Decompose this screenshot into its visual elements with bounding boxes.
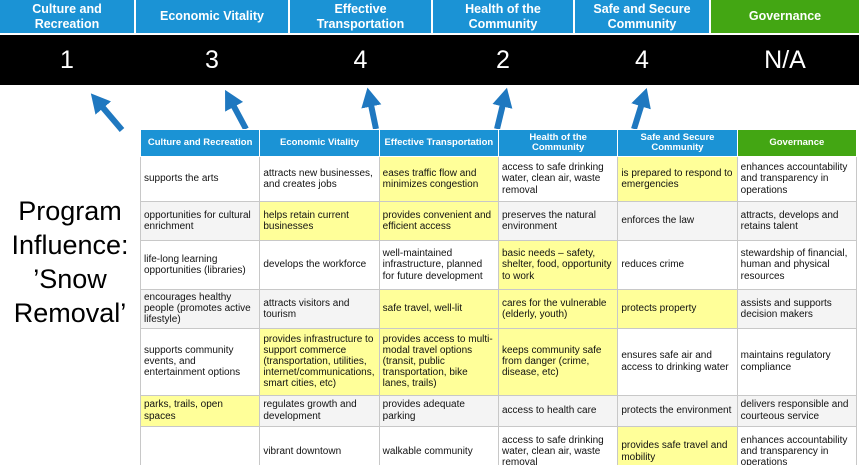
influence-matrix-table: Culture and Recreation Economic Vitality E… <box>139 129 858 465</box>
matrix-cell: protects property <box>617 289 738 329</box>
up-arrow <box>90 93 125 132</box>
matrix-cell: ensures safe air and access to drinking … <box>617 327 738 396</box>
matrix-header-5: Governance <box>736 129 858 157</box>
matrix-cell: provides convenient and efficient access <box>378 201 499 241</box>
matrix-cell: provides infrastructure to support comme… <box>259 327 380 396</box>
matrix-cell: access to health care <box>497 394 619 427</box>
matrix-cell: cares for the vulnerable (elderly, youth… <box>497 289 619 329</box>
matrix-cell: supports community events, and entertain… <box>139 327 261 396</box>
matrix-cell: access to safe drinking water, clean air… <box>497 425 619 465</box>
matrix-row: life-long learning opportunities (librar… <box>139 240 858 290</box>
matrix-cell: encourages healthy people (promotes acti… <box>139 289 261 329</box>
matrix-row: encourages healthy people (promotes acti… <box>139 289 858 329</box>
pillar-header-1: Economic Vitality <box>136 0 288 33</box>
matrix-cell: enhances accountability and transparency… <box>736 156 858 202</box>
pillar-score-4: 4 <box>635 45 649 74</box>
matrix-cell: basic needs – safety, shelter, food, opp… <box>497 240 619 290</box>
up-arrow <box>361 87 382 130</box>
matrix-row: supports community events, and entertain… <box>139 327 858 396</box>
pillar-header-5: Governance <box>711 0 859 33</box>
matrix-cell: is prepared to respond to emergencies <box>617 156 738 202</box>
pillar-score-2: 4 <box>353 45 368 74</box>
pillar-header-4: Safe and Secure Community <box>575 0 709 33</box>
score-band: 1 3 4 2 4 N/A <box>0 35 859 85</box>
matrix-cell: attracts visitors and tourism <box>259 289 380 329</box>
matrix-cell: stewardship of financial, human and phys… <box>736 240 858 290</box>
up-arrow <box>225 89 249 131</box>
matrix-cell <box>139 425 261 465</box>
matrix-cell: regulates growth and development <box>259 394 380 427</box>
matrix-cell: eases traffic flow and minimizes congest… <box>378 156 499 202</box>
matrix-cell: parks, trails, open spaces <box>139 394 261 427</box>
matrix-cell: safe travel, well-lit <box>378 289 499 329</box>
pillar-header-0: Culture and Recreation <box>0 0 134 33</box>
pillar-header-2: Effective Transportation <box>290 0 431 33</box>
matrix-cell: preserves the natural environment <box>497 201 619 241</box>
matrix-cell: provides access to multi-modal travel op… <box>378 327 499 396</box>
matrix-row: parks, trails, open spaces regulates grow… <box>139 394 858 427</box>
matrix-cell: protects the environment <box>617 394 738 427</box>
matrix-cell: provides safe travel and mobility <box>617 425 738 465</box>
matrix-header-4: Safe and Secure Community <box>617 129 738 157</box>
program-label-line: Program <box>18 196 122 226</box>
matrix-cell: assists and supports decision makers <box>736 289 858 329</box>
program-label-line: Removal’ <box>13 298 127 329</box>
matrix-cell: life-long learning opportunities (librar… <box>139 240 261 290</box>
pillar-score-3: 2 <box>496 45 510 74</box>
program-label-line: ’Snow <box>33 264 107 295</box>
matrix-header-2: Effective Transportation <box>378 129 499 157</box>
matrix-header-0: Culture and Recreation <box>139 129 261 157</box>
matrix-cell: helps retain current businesses <box>259 201 380 241</box>
matrix-cell: supports the arts <box>139 156 261 202</box>
matrix-cell: enforces the law <box>617 201 738 241</box>
matrix-cell: attracts, develops and retains talent <box>736 201 858 241</box>
pillar-header-3: Health of the Community <box>433 0 573 33</box>
matrix-cell: maintains regulatory compliance <box>736 327 858 396</box>
matrix-cell: walkable community <box>378 425 499 465</box>
matrix-cell: opportunities for cultural enrichment <box>139 201 261 241</box>
matrix-row: vibrant downtown walkable community access… <box>139 425 858 465</box>
matrix-cell: keeps community safe from danger (crime,… <box>497 327 619 396</box>
matrix-cell: enhances accountability and transparency… <box>736 425 858 465</box>
matrix-cell: access to safe drinking water, clean air… <box>497 156 619 202</box>
program-influence-label: Program Influence: ’Snow Removal’ <box>0 194 140 330</box>
matrix-cell: provides adequate parking <box>378 394 499 427</box>
matrix-cell: vibrant downtown <box>259 425 380 465</box>
matrix-cell: reduces crime <box>617 240 738 290</box>
pillar-score-0: 1 <box>60 45 74 74</box>
up-arrow <box>631 87 651 130</box>
pillar-score-1: 3 <box>205 45 219 74</box>
matrix-cell: well-maintained infrastructure, planned … <box>378 240 499 290</box>
matrix-row: opportunities for cultural enrichment hel… <box>139 201 858 241</box>
program-label-line: Influence: <box>11 230 129 261</box>
matrix-cell: delivers responsible and courteous servi… <box>736 394 858 427</box>
matrix-cell: develops the workforce <box>259 240 380 290</box>
pillar-score-5: N/A <box>764 45 806 74</box>
matrix-cell: attracts new businesses, and creates job… <box>259 156 380 202</box>
pillar-header-band: Culture and Recreation Economic Vitality E… <box>0 0 859 33</box>
matrix-header-1: Economic Vitality <box>259 129 380 157</box>
matrix-header-3: Health of the Community <box>497 129 619 157</box>
up-arrow <box>492 87 513 130</box>
matrix-row: supports the arts attracts new businesses… <box>139 156 858 202</box>
